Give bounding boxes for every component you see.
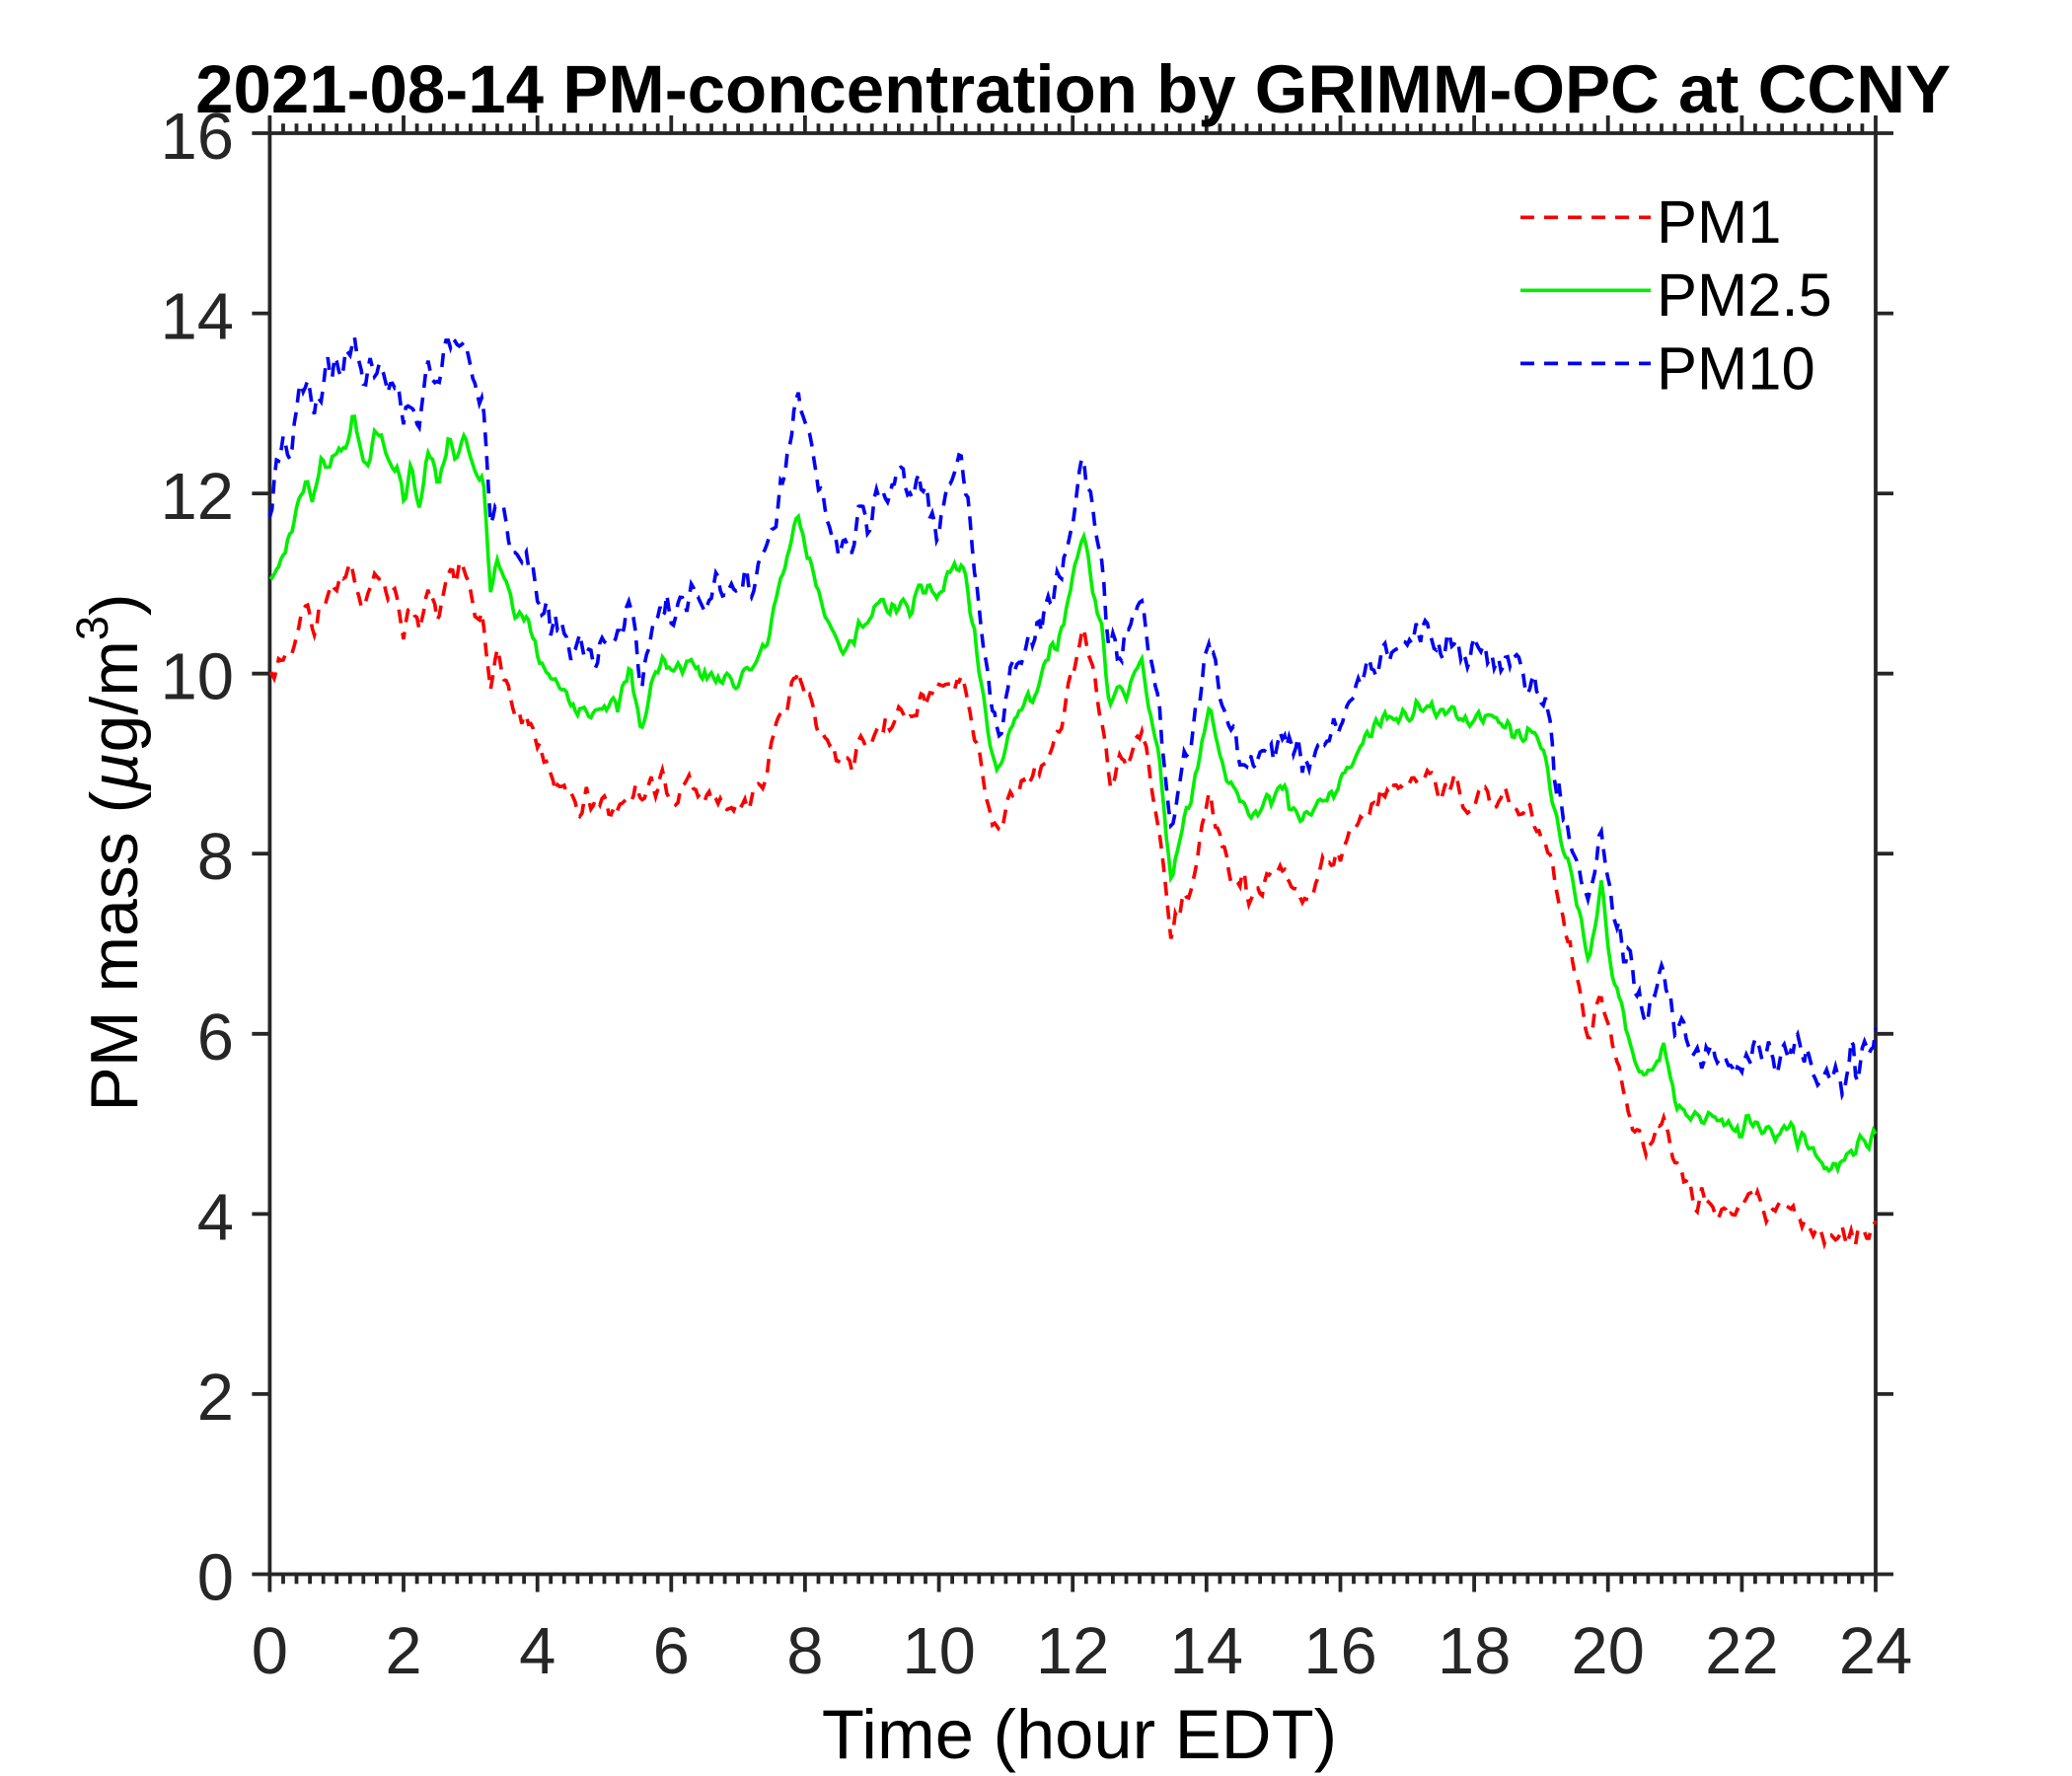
svg-text:14: 14: [1170, 1614, 1244, 1688]
svg-text:10: 10: [160, 640, 234, 714]
svg-text:2: 2: [197, 1361, 234, 1435]
svg-text:PM mass (µg/m3): PM mass (µg/m3): [67, 593, 152, 1111]
svg-text:14: 14: [160, 280, 234, 354]
svg-text:16: 16: [1303, 1614, 1377, 1688]
svg-text:6: 6: [653, 1614, 690, 1688]
svg-text:PM2.5: PM2.5: [1657, 261, 1832, 330]
svg-text:0: 0: [252, 1614, 288, 1688]
svg-text:18: 18: [1438, 1614, 1512, 1688]
svg-text:22: 22: [1705, 1614, 1779, 1688]
svg-text:4: 4: [197, 1180, 234, 1254]
svg-text:12: 12: [1036, 1614, 1110, 1688]
svg-text:10: 10: [902, 1614, 976, 1688]
svg-text:6: 6: [197, 1000, 234, 1074]
svg-text:2021-08-14 PM-concentration by: 2021-08-14 PM-concentration by GRIMM-OPC…: [195, 51, 1951, 127]
svg-text:0: 0: [197, 1541, 234, 1615]
svg-text:PM1: PM1: [1657, 188, 1781, 257]
svg-text:8: 8: [197, 820, 234, 894]
svg-text:20: 20: [1571, 1614, 1645, 1688]
svg-text:24: 24: [1839, 1614, 1913, 1688]
svg-text:8: 8: [786, 1614, 823, 1688]
svg-text:16: 16: [160, 100, 234, 174]
svg-text:PM10: PM10: [1657, 334, 1815, 403]
svg-text:Time (hour EDT): Time (hour EDT): [822, 1695, 1337, 1773]
svg-text:4: 4: [519, 1614, 555, 1688]
svg-text:2: 2: [385, 1614, 421, 1688]
svg-text:12: 12: [160, 460, 234, 534]
